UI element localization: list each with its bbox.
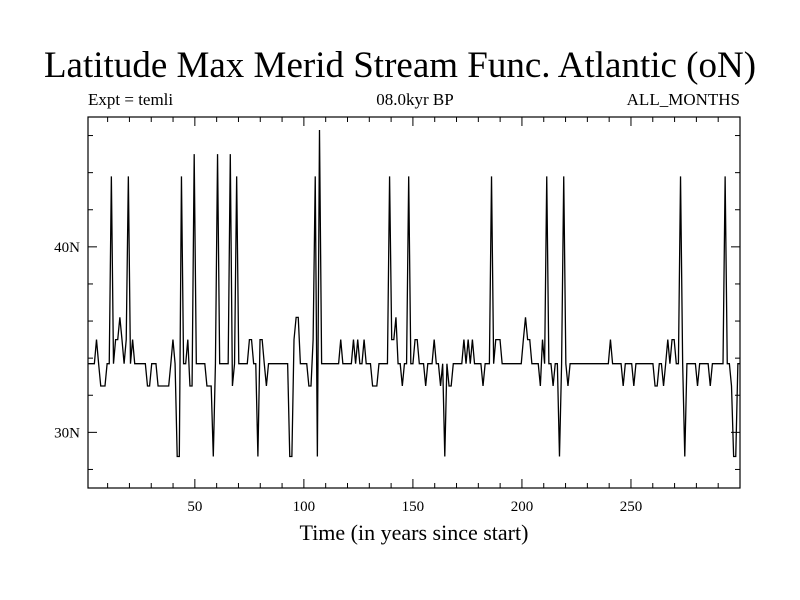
period-label: 08.0kyr BP <box>376 90 454 109</box>
x-tick-label: 150 <box>402 499 425 515</box>
x-tick-label: 50 <box>187 499 202 515</box>
experiment-label: Expt = temli <box>88 90 174 109</box>
x-axis-label: Time (in years since start) <box>300 520 529 545</box>
plot-frame <box>87 116 741 489</box>
axis-ticks <box>88 117 740 488</box>
y-tick-label: 30N <box>54 425 80 441</box>
y-tick-label: 40N <box>54 240 80 256</box>
chart-title: Latitude Max Merid Stream Func. Atlantic… <box>43 45 757 86</box>
months-label: ALL_MONTHS <box>626 90 740 109</box>
axis-tick-labels: 50 100 150 200 250 30N 40N <box>54 240 642 515</box>
series-group <box>88 129 740 458</box>
x-tick-label: 100 <box>293 499 316 515</box>
x-tick-label: 200 <box>511 499 534 515</box>
series-line <box>88 129 740 458</box>
x-tick-label: 250 <box>620 499 643 515</box>
